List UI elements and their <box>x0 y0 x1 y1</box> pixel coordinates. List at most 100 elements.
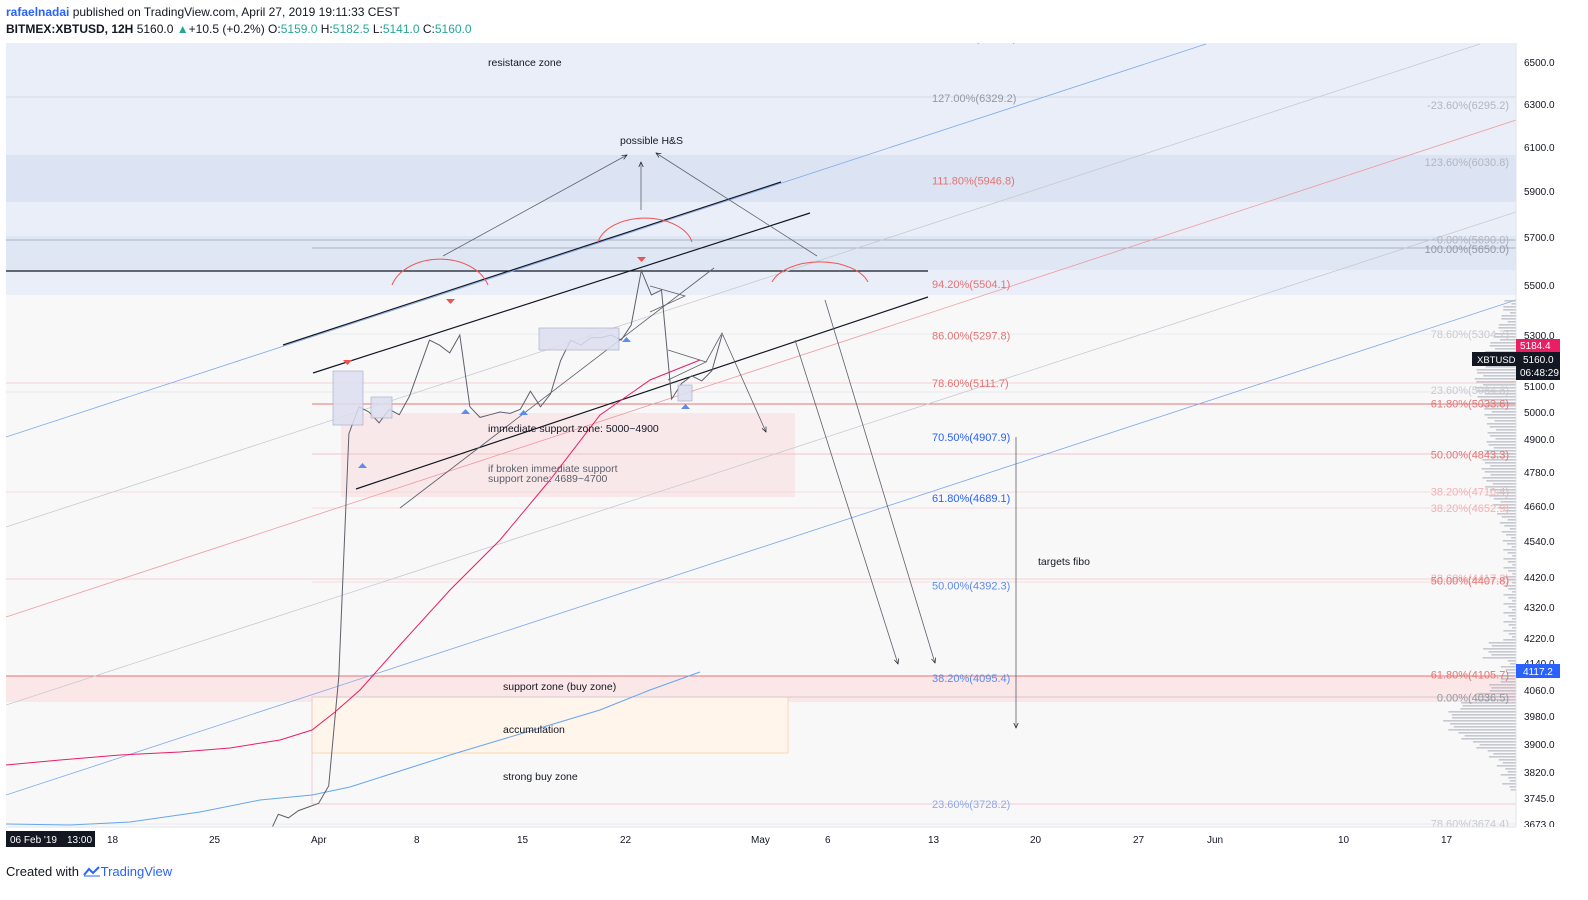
tradingview-brand[interactable]: TradingView <box>100 864 173 879</box>
volume-bar <box>1512 564 1516 566</box>
ma-price-text: 4117.2 <box>1523 667 1553 678</box>
time-tick-label: 15 <box>517 835 529 846</box>
time-tick-label: May <box>751 835 770 846</box>
author-name[interactable]: rafaelnadai <box>6 5 70 19</box>
volume-bar <box>1491 411 1516 413</box>
volume-bar <box>1498 507 1516 509</box>
price-chart[interactable]: resistance zone possible H&S immediate s… <box>5 32 1560 900</box>
tradingview-logo-icon[interactable] <box>82 865 101 877</box>
pattern-boxes <box>332 327 693 426</box>
volume-bar <box>1496 675 1516 677</box>
volume-bar <box>1512 555 1516 557</box>
volume-bar <box>1503 612 1516 614</box>
volume-bar <box>1503 585 1516 587</box>
volume-bar <box>1462 705 1516 707</box>
volume-bar <box>1482 384 1516 386</box>
ma-blue-line <box>5 671 701 826</box>
blue-up-marker <box>622 337 631 342</box>
fib-level-label: 127.00%(6329.2) <box>932 93 1016 105</box>
volume-bar <box>1501 516 1516 518</box>
volume-bar <box>1491 654 1516 656</box>
volume-bar <box>1488 651 1516 653</box>
fib-level-label: 94.20%(5504.1) <box>932 279 1010 291</box>
volume-bar <box>1502 762 1516 764</box>
volume-bar <box>1507 552 1516 554</box>
fib-level-label: 86.00%(5297.8) <box>932 331 1010 343</box>
targets-label: targets fibo <box>1038 556 1090 568</box>
volume-bar <box>1509 780 1516 782</box>
time-tick-label: 18 <box>107 835 119 846</box>
volume-bar <box>1477 396 1516 398</box>
markers <box>343 257 690 468</box>
fib-level-label: 100.00%(5650.0) <box>1425 244 1509 256</box>
volume-bar <box>1487 432 1516 434</box>
blue-up-marker <box>681 404 690 409</box>
volume-bar <box>1458 732 1516 734</box>
price-tick-label: 6300.0 <box>1524 100 1555 111</box>
volume-bar <box>1509 786 1516 788</box>
channel-lines <box>5 43 1517 796</box>
fib-level-label: 50.00%(4392.3) <box>932 580 1010 592</box>
volume-bar <box>1495 438 1516 440</box>
price-axis-labels: 6500.0 6300.0 6100.0 5900.0 5700.0 5500.0 5300… <box>1524 58 1555 831</box>
volume-bar <box>1477 372 1516 374</box>
immediate-support-label: immediate support zone: 5000~4900 <box>488 423 659 435</box>
price-tick-label: 6500.0 <box>1524 58 1555 69</box>
volume-bar <box>1512 600 1516 602</box>
fib-level-label: 38.20%(4095.4) <box>932 673 1010 685</box>
current-price-tag <box>1516 352 1560 380</box>
resistance-band <box>6 155 1516 202</box>
price-tick-label: 5300.0 <box>1524 331 1555 342</box>
volume-bar <box>1494 336 1516 338</box>
volume-bar <box>1488 756 1516 758</box>
time-tick-label: Apr <box>311 835 327 846</box>
volume-bar <box>1490 342 1516 344</box>
symbol-tag <box>1472 352 1516 366</box>
blue-up-marker <box>519 410 528 415</box>
volume-bar <box>1493 498 1516 500</box>
close-value: 5160.0 <box>434 22 472 36</box>
volume-bar <box>1504 300 1516 302</box>
time-tick-label: 27 <box>1133 835 1145 846</box>
volume-bar <box>1510 663 1516 665</box>
high-label: H: <box>320 22 333 36</box>
volume-bar <box>1491 687 1516 689</box>
volume-bar <box>1505 669 1516 671</box>
price-tick-label: 5700.0 <box>1524 233 1555 244</box>
volume-bar <box>1503 594 1516 596</box>
crosshair-time-label: 13:00 <box>67 835 92 846</box>
volume-bar <box>1512 573 1516 575</box>
volume-bar <box>1500 774 1516 776</box>
volume-bar <box>1476 381 1516 383</box>
crosshair-time-tag <box>6 831 95 847</box>
volume-bar <box>1482 459 1516 461</box>
volume-bar <box>1508 777 1516 779</box>
volume-bar <box>1488 444 1516 446</box>
volume-bar <box>1484 462 1516 464</box>
volume-bar <box>1496 492 1516 494</box>
price-tick-label: 4900.0 <box>1524 435 1555 446</box>
time-tick-label: 25 <box>209 835 221 846</box>
volume-bar <box>1504 330 1516 332</box>
volume-bar <box>1489 345 1516 347</box>
time-tick-label: 22 <box>620 835 632 846</box>
volume-bar <box>1507 543 1516 545</box>
price-tick-label: 3745.0 <box>1524 794 1555 805</box>
volume-bar <box>1508 606 1516 608</box>
price-tick-label: 3900.0 <box>1524 740 1555 751</box>
volume-bar <box>1490 465 1516 467</box>
volume-bar <box>1488 642 1516 644</box>
hs-label: possible H&S <box>620 135 683 147</box>
volume-bar <box>1506 534 1516 536</box>
volume-bar <box>1511 537 1516 539</box>
ma-price-tag <box>1516 664 1560 678</box>
fib-level-label: 70.50%(4907.9) <box>932 432 1010 444</box>
created-with-label: Created with <box>6 864 79 879</box>
volume-bar <box>1483 375 1516 377</box>
volume-bar <box>1500 678 1516 680</box>
close-label: C: <box>422 22 435 36</box>
volume-bar <box>1475 387 1516 389</box>
volume-bar <box>1481 468 1516 470</box>
chart-container[interactable]: resistance zone possible H&S immediate s… <box>5 32 1560 900</box>
volume-bar <box>1503 621 1516 623</box>
